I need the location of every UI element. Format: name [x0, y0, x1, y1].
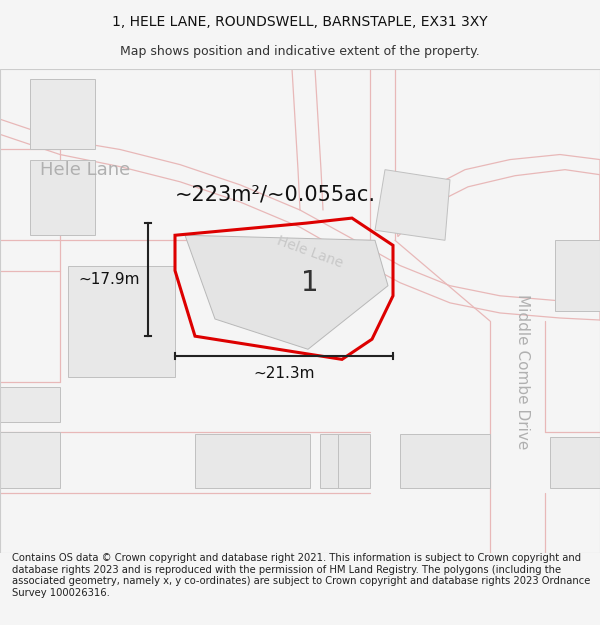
Text: Hele Lane: Hele Lane	[275, 234, 345, 271]
Text: ~21.3m: ~21.3m	[253, 366, 315, 381]
Text: Hele Lane: Hele Lane	[40, 161, 130, 179]
Polygon shape	[30, 79, 95, 149]
Polygon shape	[30, 159, 95, 235]
Text: Map shows position and indicative extent of the property.: Map shows position and indicative extent…	[120, 45, 480, 58]
Text: ~17.9m: ~17.9m	[79, 272, 140, 287]
Text: ~223m²/~0.055ac.: ~223m²/~0.055ac.	[175, 185, 376, 205]
Polygon shape	[320, 434, 368, 488]
Text: 1, HELE LANE, ROUNDSWELL, BARNSTAPLE, EX31 3XY: 1, HELE LANE, ROUNDSWELL, BARNSTAPLE, EX…	[112, 15, 488, 29]
Polygon shape	[375, 169, 450, 240]
Polygon shape	[0, 432, 60, 488]
Polygon shape	[195, 434, 310, 488]
Polygon shape	[185, 235, 388, 349]
Polygon shape	[68, 266, 175, 376]
Polygon shape	[555, 240, 600, 311]
Polygon shape	[0, 387, 60, 422]
Polygon shape	[338, 434, 370, 488]
Polygon shape	[400, 434, 490, 488]
Text: Middle Combe Drive: Middle Combe Drive	[515, 294, 530, 449]
Text: 1: 1	[301, 269, 319, 297]
Text: Contains OS data © Crown copyright and database right 2021. This information is : Contains OS data © Crown copyright and d…	[12, 553, 590, 598]
Polygon shape	[550, 437, 600, 488]
